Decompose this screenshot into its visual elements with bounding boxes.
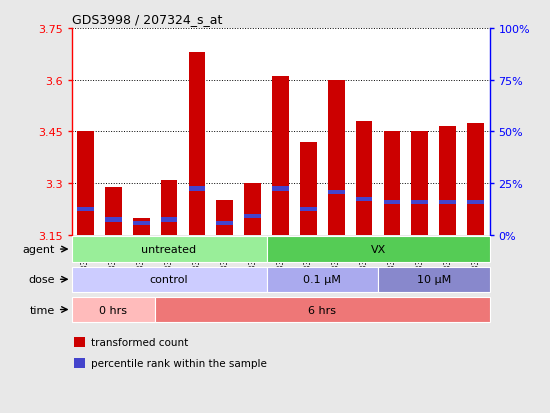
Bar bbox=[244, 184, 261, 235]
Text: 10 μM: 10 μM bbox=[417, 275, 451, 285]
Text: transformed count: transformed count bbox=[91, 337, 188, 347]
Bar bbox=[328, 81, 345, 235]
Text: VX: VX bbox=[370, 244, 386, 254]
Bar bbox=[216, 221, 233, 225]
Bar bbox=[356, 122, 372, 235]
Bar bbox=[105, 218, 122, 222]
Text: agent: agent bbox=[23, 244, 55, 254]
Bar bbox=[383, 132, 400, 235]
Bar bbox=[272, 77, 289, 235]
Bar bbox=[216, 201, 233, 235]
Bar bbox=[105, 187, 122, 235]
Text: GDS3998 / 207324_s_at: GDS3998 / 207324_s_at bbox=[72, 13, 222, 26]
Bar bbox=[155, 297, 490, 323]
Bar bbox=[467, 200, 484, 205]
Text: 6 hrs: 6 hrs bbox=[309, 305, 336, 315]
Bar bbox=[244, 214, 261, 219]
Bar bbox=[356, 197, 372, 202]
Bar bbox=[411, 132, 428, 235]
Bar bbox=[189, 53, 205, 235]
Text: 0 hrs: 0 hrs bbox=[100, 305, 127, 315]
Bar bbox=[72, 297, 155, 323]
Bar bbox=[133, 221, 150, 225]
Bar bbox=[77, 132, 94, 235]
Bar bbox=[439, 127, 456, 235]
Text: 0.1 μM: 0.1 μM bbox=[304, 275, 341, 285]
Bar bbox=[189, 187, 205, 191]
Text: time: time bbox=[30, 305, 55, 315]
Bar bbox=[133, 218, 150, 235]
Bar bbox=[72, 267, 267, 292]
Bar bbox=[300, 207, 317, 212]
Bar bbox=[439, 200, 456, 205]
Bar bbox=[72, 237, 267, 262]
Bar bbox=[267, 237, 490, 262]
Text: percentile rank within the sample: percentile rank within the sample bbox=[91, 358, 267, 368]
Text: control: control bbox=[150, 275, 188, 285]
Text: dose: dose bbox=[29, 275, 55, 285]
Bar bbox=[300, 142, 317, 235]
Bar bbox=[328, 190, 345, 195]
Text: untreated: untreated bbox=[141, 244, 196, 254]
Bar bbox=[272, 187, 289, 191]
Bar bbox=[161, 218, 178, 222]
Bar bbox=[411, 200, 428, 205]
Bar bbox=[467, 123, 484, 235]
Bar bbox=[383, 200, 400, 205]
Bar bbox=[74, 337, 85, 347]
Bar bbox=[74, 358, 85, 368]
Bar bbox=[378, 267, 490, 292]
Bar bbox=[161, 180, 178, 235]
Bar bbox=[77, 207, 94, 212]
Bar bbox=[267, 267, 378, 292]
